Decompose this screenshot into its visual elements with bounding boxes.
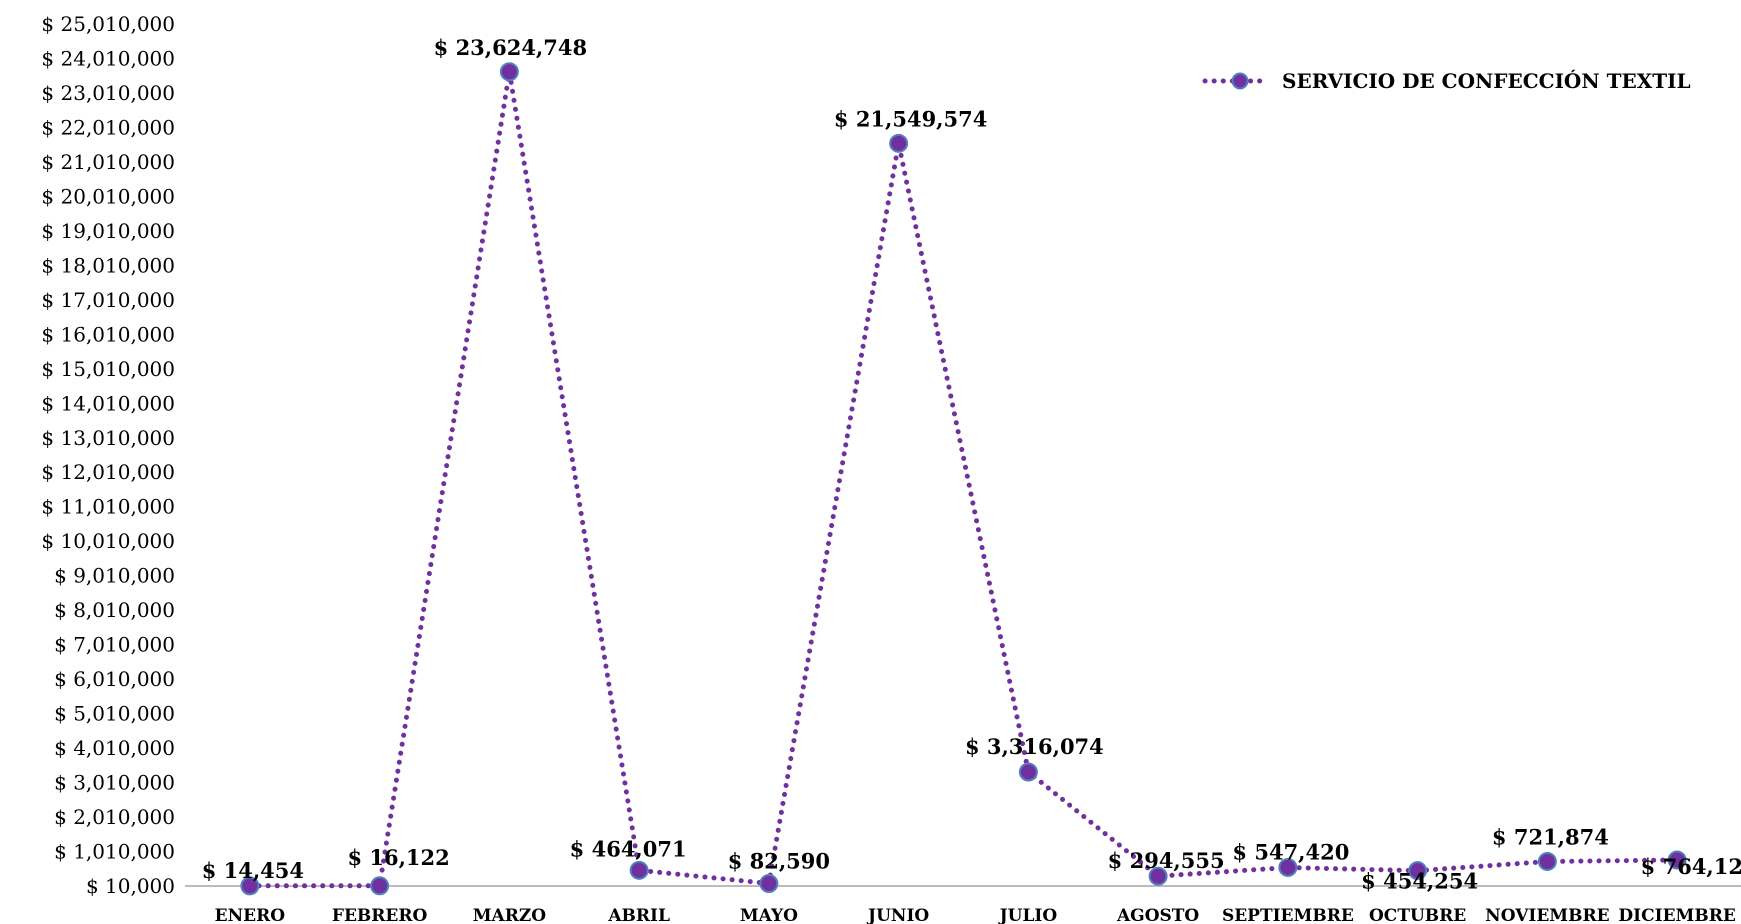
x-tick-label: MAYO	[740, 906, 798, 924]
data-point	[759, 873, 779, 893]
y-tick-label: $ 25,010,000	[41, 12, 175, 36]
data-point	[240, 876, 260, 896]
data-label: $ 464,071	[570, 836, 687, 861]
y-tick-label: $ 10,000	[86, 874, 175, 898]
y-tick-label: $ 7,010,000	[54, 633, 175, 657]
data-point	[1148, 866, 1168, 886]
data-point	[1537, 851, 1557, 871]
y-tick-label: $ 15,010,000	[41, 357, 175, 381]
y-tick-label: $ 23,010,000	[41, 81, 175, 105]
x-axis: ENERO FEBRERO MARZO ABRIL MAYO JUNIO JULIO AGOS…	[215, 906, 1736, 924]
series-line	[247, 71, 1680, 889]
y-tick-label: $ 14,010,000	[41, 391, 175, 415]
x-tick-label: AGOSTO	[1116, 906, 1199, 924]
data-label: $ 21,549,574	[834, 106, 987, 131]
y-tick-label: $ 6,010,000	[54, 667, 175, 691]
y-tick-label: $ 8,010,000	[54, 598, 175, 622]
legend-label: SERVICIO DE CONFECCIÓN TEXTIL	[1282, 68, 1691, 93]
y-tick-label: $ 20,010,000	[41, 184, 175, 208]
y-tick-label: $ 2,010,000	[54, 805, 175, 829]
data-point	[1278, 857, 1298, 877]
legend: SERVICIO DE CONFECCIÓN TEXTIL	[1202, 68, 1691, 93]
data-label: $ 3,316,074	[965, 734, 1104, 759]
x-tick-label: ENERO	[215, 906, 286, 924]
x-tick-label: MARZO	[473, 906, 547, 924]
data-label: $ 16,122	[347, 845, 449, 870]
y-tick-label: $ 1,010,000	[54, 840, 175, 864]
y-tick-label: $ 24,010,000	[41, 46, 175, 70]
data-labels: $ 14,454 $ 16,122 $ 23,624,748 $ 464,071 $ 8…	[202, 35, 1741, 894]
y-tick-label: $ 22,010,000	[41, 115, 175, 139]
y-tick-label: $ 4,010,000	[54, 736, 175, 760]
data-label: $ 721,874	[1492, 824, 1609, 849]
data-points	[240, 62, 1687, 896]
data-point	[889, 133, 909, 153]
x-tick-label: FEBRERO	[332, 906, 428, 924]
data-label: $ 454,254	[1361, 869, 1478, 894]
data-point	[1018, 762, 1038, 782]
x-tick-label: JULIO	[998, 906, 1058, 924]
y-tick-label: $ 16,010,000	[41, 322, 175, 346]
x-tick-label: OCTUBRE	[1369, 906, 1466, 924]
data-point	[629, 860, 649, 880]
x-tick-label: DICIEMBRE	[1618, 906, 1735, 924]
y-tick-label: $ 18,010,000	[41, 253, 175, 277]
y-tick-label: $ 12,010,000	[41, 460, 175, 484]
data-label: $ 294,555	[1108, 848, 1225, 873]
x-tick-label: ABRIL	[607, 906, 670, 924]
data-point	[1667, 850, 1687, 870]
legend-marker	[1231, 72, 1249, 90]
data-label: $ 547,420	[1232, 839, 1349, 864]
data-point	[499, 62, 519, 82]
y-tick-label: $ 21,010,000	[41, 150, 175, 174]
data-point	[1408, 861, 1428, 881]
data-label: $ 14,454	[202, 858, 304, 883]
y-tick-label: $ 5,010,000	[54, 702, 175, 726]
x-tick-label: NOVIEMBRE	[1485, 906, 1609, 924]
y-tick-label: $ 13,010,000	[41, 426, 175, 450]
y-axis: $ 10,000 $ 1,010,000 $ 2,010,000 $ 3,010,00…	[41, 12, 175, 898]
x-tick-label: JUNIO	[866, 906, 929, 924]
y-tick-label: $ 19,010,000	[41, 219, 175, 243]
data-point	[370, 876, 390, 896]
y-tick-label: $ 3,010,000	[54, 771, 175, 795]
y-tick-label: $ 9,010,000	[54, 564, 175, 588]
data-label: $ 82,590	[728, 848, 830, 873]
data-label: $ 764,122	[1641, 854, 1741, 879]
y-tick-label: $ 10,010,000	[41, 529, 175, 553]
x-tick-label: SEPTIEMBRE	[1222, 906, 1354, 924]
y-tick-label: $ 11,010,000	[41, 495, 175, 519]
data-label: $ 23,624,748	[434, 35, 587, 60]
y-tick-label: $ 17,010,000	[41, 288, 175, 312]
